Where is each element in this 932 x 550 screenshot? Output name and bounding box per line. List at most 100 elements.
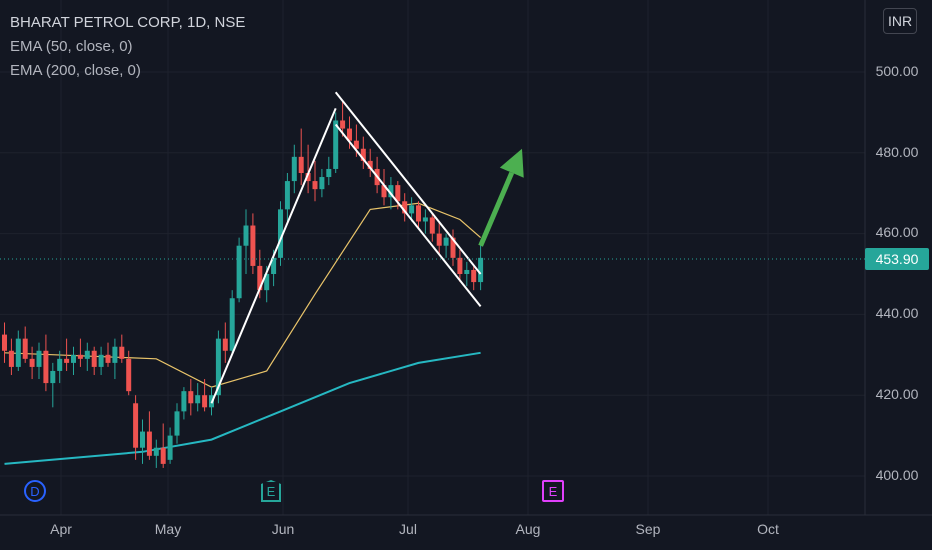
candle-body [43, 350, 49, 384]
candle-body [305, 173, 311, 182]
candle-body [422, 217, 428, 222]
candle-body [347, 128, 352, 141]
candle-body [236, 245, 242, 299]
candle-body [229, 298, 235, 351]
time-tick-sep: Sep [635, 521, 661, 537]
candle-body [50, 370, 56, 384]
candle-body [181, 391, 187, 412]
candle-body [36, 350, 42, 367]
trendline [210, 107, 337, 404]
trendline [334, 123, 482, 307]
candle-body [153, 447, 159, 456]
candle-body [353, 140, 359, 149]
candle-body [215, 338, 221, 396]
candle-body [71, 354, 76, 363]
candle-body [429, 217, 435, 234]
candle-body [91, 350, 97, 367]
candle-body [57, 358, 63, 371]
price-tick-460: 460.00 [875, 224, 919, 240]
candle-body [98, 354, 104, 367]
candle-body [15, 338, 21, 367]
ema-200-line [4, 351, 481, 465]
candle-body [402, 201, 408, 214]
candle-body [319, 177, 325, 190]
candle-body [395, 185, 401, 202]
candle-body [464, 269, 470, 274]
candle-body [271, 257, 277, 274]
candle-body [257, 265, 263, 291]
candle-body [381, 185, 387, 198]
candle-body [202, 395, 208, 408]
candle-body [333, 120, 339, 169]
price-tick-420: 420.00 [875, 386, 919, 402]
trendline-drawings [210, 91, 524, 404]
candle-body [298, 156, 304, 173]
candle-body [140, 431, 145, 448]
ema-50-legend[interactable]: EMA (50, close, 0) [10, 38, 133, 55]
candle-body [416, 205, 421, 222]
candle-body [188, 391, 194, 404]
candle-body [436, 233, 442, 246]
candle-body [112, 346, 118, 363]
candle-body [146, 431, 152, 456]
candle-body [312, 181, 318, 190]
candle-body [64, 358, 70, 363]
ema-200-path [4, 351, 481, 465]
earnings-event-icon[interactable]: E [261, 480, 281, 502]
trendline [334, 91, 482, 275]
time-tick-jun: Jun [271, 521, 295, 537]
candle-body [478, 257, 484, 283]
candle-body [8, 350, 14, 367]
candlestick-series [2, 100, 484, 468]
candle-body [264, 274, 270, 291]
candle-body [278, 209, 283, 258]
candle-body [291, 156, 297, 182]
projection-arrow-shaft [478, 171, 515, 247]
candle-body [388, 185, 394, 198]
ema-50-path [4, 202, 481, 388]
candle-body [84, 350, 90, 359]
ema-200-legend[interactable]: EMA (200, close, 0) [10, 62, 141, 79]
candle-body [77, 354, 83, 359]
time-tick-jul: Jul [399, 521, 417, 537]
candle-body [471, 269, 477, 283]
candle-body [450, 237, 456, 258]
candle-body [2, 334, 7, 351]
currency-button[interactable]: INR [883, 8, 917, 34]
time-tick-aug: Aug [515, 521, 541, 537]
candle-body [174, 411, 180, 436]
candle-body [250, 225, 256, 266]
upcoming-earnings-event-icon[interactable]: E [542, 480, 564, 502]
candle-body [284, 181, 290, 210]
price-tick-400: 400.00 [875, 467, 919, 483]
candle-body [409, 205, 415, 214]
candle-body [360, 148, 366, 161]
candle-body [22, 338, 28, 359]
candle-body [133, 403, 139, 448]
ema-50-line [4, 202, 481, 388]
candle-body [243, 225, 249, 246]
candle-body [340, 120, 346, 129]
price-tick-480: 480.00 [875, 144, 919, 160]
time-tick-oct: Oct [757, 521, 779, 537]
candle-body [119, 346, 125, 359]
chart-legend: BHARAT PETROL CORP, 1D, NSE EMA (50, clo… [10, 11, 245, 83]
candle-body [126, 358, 132, 392]
symbol-title[interactable]: BHARAT PETROL CORP, 1D, NSE [10, 14, 246, 31]
candle-body [367, 160, 373, 169]
candle-body [326, 168, 332, 178]
price-tick-440: 440.00 [875, 305, 919, 321]
last-price-label: 453.90 [865, 248, 929, 270]
candle-body [105, 354, 111, 363]
candle-body [29, 358, 35, 367]
candle-body [167, 435, 173, 460]
dividend-event-icon[interactable]: D [24, 480, 46, 502]
time-tick-apr: Apr [50, 521, 72, 537]
candle-body [160, 447, 166, 464]
candle-body [222, 338, 228, 351]
projection-arrow-head [499, 148, 524, 178]
candle-body [457, 257, 463, 274]
candle-body [195, 395, 201, 404]
candle-body [443, 237, 449, 246]
time-tick-may: May [154, 521, 182, 537]
